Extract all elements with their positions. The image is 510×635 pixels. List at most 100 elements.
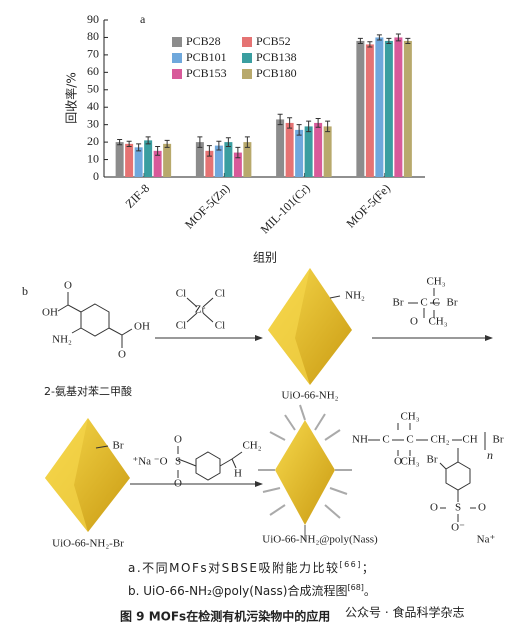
error-bar <box>225 137 231 147</box>
bar <box>214 145 223 177</box>
atom: NH₂ <box>52 334 72 346</box>
legend-swatch <box>172 69 182 79</box>
error-bar <box>164 139 170 148</box>
atom: C <box>420 297 427 309</box>
bar <box>323 126 332 177</box>
benzene-ring <box>80 303 110 337</box>
legend-swatch <box>172 53 182 63</box>
error-bar <box>145 136 151 145</box>
legend-swatch <box>242 37 252 47</box>
bar <box>304 126 313 177</box>
atom: CH₃ <box>428 316 447 328</box>
error-bar <box>395 33 401 42</box>
legend-label: PCB138 <box>256 50 297 64</box>
bar <box>295 129 304 177</box>
y-tick-label: 10 <box>87 151 99 165</box>
error-bar <box>357 37 363 45</box>
atom: CH <box>462 434 477 446</box>
atom: Cl <box>215 320 225 332</box>
bar <box>134 147 143 177</box>
atom: O <box>478 502 486 514</box>
atom: NH <box>352 434 368 446</box>
error-bar <box>296 124 302 136</box>
atom: O <box>410 316 418 328</box>
atom: C <box>432 297 439 309</box>
atom: Cl <box>176 320 186 332</box>
atom: Br <box>393 297 404 309</box>
bonds <box>368 423 486 462</box>
legend-label: PCB153 <box>186 66 227 80</box>
bar <box>243 142 252 177</box>
bar <box>356 40 365 177</box>
compound-name: UiO-66-NH₂ <box>282 390 339 402</box>
atom: OH <box>42 307 58 319</box>
atom: O <box>174 434 182 446</box>
figure-title: 图 9 MOFs在检测有机污染物中的应用 <box>120 609 330 624</box>
error-bar <box>315 118 321 128</box>
error-bar <box>117 138 123 146</box>
caption-a: a.不同MOFs对SBSE吸附能力比较[66]； <box>128 560 375 575</box>
error-bar <box>287 117 293 129</box>
caption: a.不同MOFs对SBSE吸附能力比较[66]； b. UiO-66-NH₂@p… <box>120 560 464 624</box>
atom: C <box>406 434 413 446</box>
legend-label: PCB180 <box>256 66 297 80</box>
bar <box>375 37 384 177</box>
bar <box>195 142 204 177</box>
bond <box>95 445 109 449</box>
atom: C <box>382 434 389 446</box>
y-tick-label: 50 <box>87 82 99 96</box>
atom: CH₂ <box>430 434 449 446</box>
atom: S <box>455 502 461 514</box>
y-tick-label: 70 <box>87 47 99 61</box>
scheme: b O OH NH₂ OH O 2-氨基对苯二甲酸 Cl Cl Zr Cl Cl… <box>22 268 504 550</box>
octahedron <box>275 420 335 525</box>
atom: NH₂ <box>345 290 365 302</box>
bar <box>125 143 134 177</box>
atom: O <box>394 456 402 468</box>
legend-label: PCB101 <box>186 50 227 64</box>
atom: O <box>64 280 72 292</box>
error-bar <box>376 34 382 41</box>
atom: CH₃ <box>400 411 419 423</box>
bar <box>314 122 323 177</box>
bond <box>329 295 341 299</box>
y-tick-label: 30 <box>87 116 99 130</box>
atom: Cl <box>176 288 186 300</box>
polymer-brush <box>258 404 352 540</box>
atom: H <box>234 468 242 480</box>
bar <box>384 40 393 177</box>
error-bar <box>197 136 203 148</box>
x-tick-label: ZIF-8 <box>122 181 152 211</box>
bar <box>163 143 172 177</box>
atom: CH₂ <box>242 440 261 452</box>
y-axis-label: 回收率/% <box>64 72 79 123</box>
bar <box>224 142 233 177</box>
error-bar <box>386 37 392 45</box>
error-bar <box>136 143 142 152</box>
error-bar <box>325 120 331 133</box>
caption-b: b. UiO-66-NH₂@poly(Nass)合成流程图[68]。 <box>128 583 376 598</box>
error-bar <box>244 136 250 148</box>
error-bar <box>405 37 411 45</box>
bonds <box>186 297 214 323</box>
bonds <box>439 462 476 522</box>
bonds <box>57 292 133 348</box>
atom: CH₃ <box>426 276 445 288</box>
bar <box>233 152 242 177</box>
atom: Cl <box>215 288 225 300</box>
panel-label: b <box>22 284 28 298</box>
bar-chart: a 回收率/% 组别 0 10 20 30 40 50 60 70 80 90 ZIF-8 MOF-5… <box>64 12 425 265</box>
bar <box>394 37 403 177</box>
error-bar <box>155 145 161 156</box>
atom: Na⁺ <box>477 534 496 546</box>
compound-name: UiO-66-NH₂@poly(Nass) <box>262 534 378 546</box>
error-bar <box>206 145 212 157</box>
x-tick-label: MOF-5(Fe) <box>343 181 392 230</box>
bar <box>276 119 285 177</box>
y-tick-label: 20 <box>87 134 99 148</box>
x-axis-label: 组别 <box>253 251 277 265</box>
bar <box>403 40 412 177</box>
y-tick-label: 90 <box>87 12 99 26</box>
atom: Br <box>493 434 504 446</box>
